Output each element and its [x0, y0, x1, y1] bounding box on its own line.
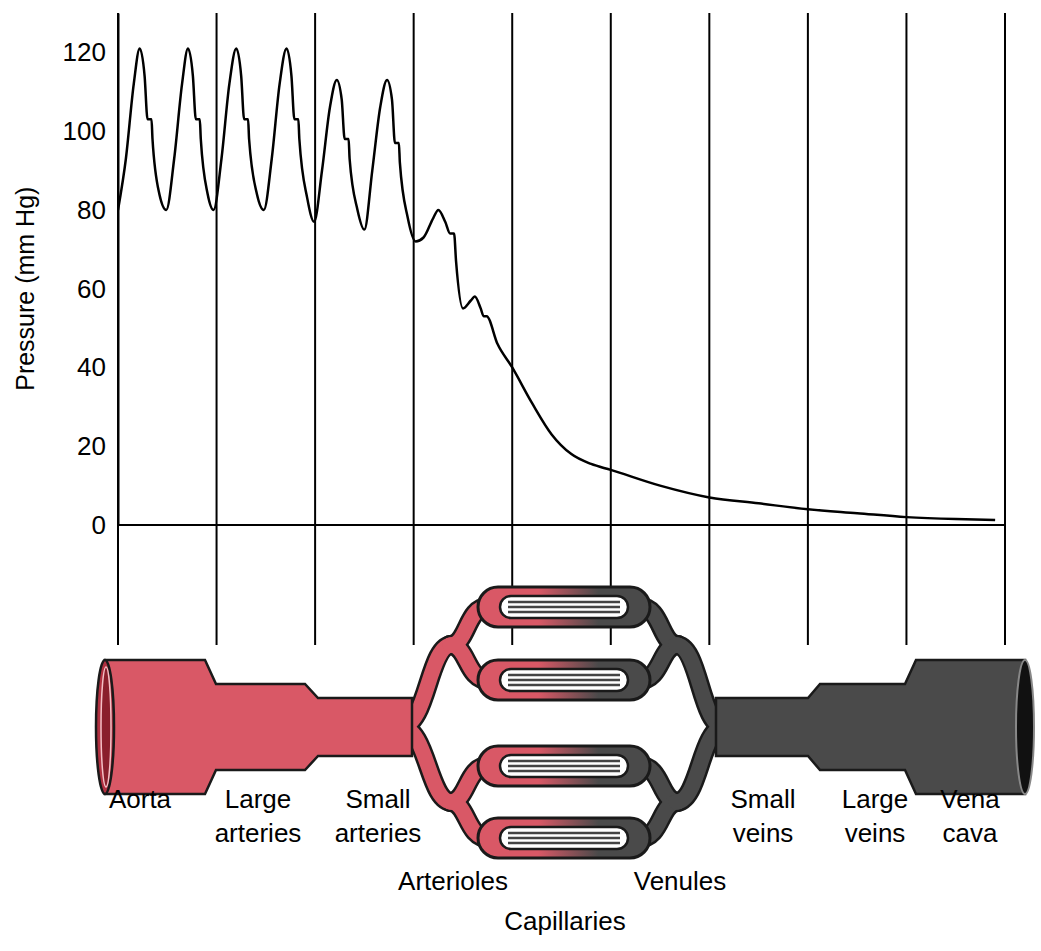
capillary-stripe: [508, 832, 620, 835]
x-axis-line: [118, 524, 1005, 526]
segment-label-line: Aorta: [109, 784, 172, 814]
capillary: [478, 818, 650, 858]
grid: [118, 13, 1005, 645]
pressure-line: [118, 48, 995, 519]
aorta-opening-inner: [101, 667, 111, 787]
segment-label: Aorta: [109, 784, 172, 814]
capillary-stripe: [508, 837, 620, 840]
y-tick-label: 120: [63, 37, 106, 67]
segment-label-line: Large: [842, 784, 909, 814]
y-tick-label: 100: [63, 116, 106, 146]
capillary-lumen: [500, 755, 628, 777]
capillary-body: [478, 818, 650, 858]
capillary: [478, 587, 650, 627]
grid-line: [413, 13, 415, 645]
grid-line: [905, 13, 907, 645]
y-tick-label: 60: [77, 274, 106, 304]
segment-labels: Aorta Large arteries Small arteries Arteriole…: [109, 784, 1000, 936]
capillary: [478, 746, 650, 786]
segment-label-line: Small: [730, 784, 795, 814]
capillary-stripe: [508, 674, 620, 677]
grid-line: [708, 13, 710, 645]
segment-label-line: Venules: [634, 866, 727, 896]
segment-label-line: veins: [845, 818, 906, 848]
segment-label: Small arteries: [335, 784, 422, 848]
aorta-opening: [96, 660, 114, 794]
capillary-stripe: [508, 611, 620, 614]
y-tick: 20: [77, 431, 118, 461]
y-tick-label: 20: [77, 431, 106, 461]
capillary-body: [478, 587, 650, 627]
capillary-stripe: [508, 770, 620, 773]
grid-line: [117, 13, 119, 645]
segment-label-line: Large: [225, 784, 292, 814]
capillary-body: [478, 660, 650, 700]
segment-label-line: arteries: [335, 818, 422, 848]
y-axis: 0 20 40 60 80 100 120: [63, 14, 119, 540]
segment-label: Large veins: [842, 784, 909, 848]
capillary-body: [478, 746, 650, 786]
capillary-stripe: [508, 842, 620, 845]
y-tick-label: 40: [77, 352, 106, 382]
segment-label-line: arteries: [215, 818, 302, 848]
venous-trunk: [716, 660, 1025, 794]
vessel-diagram: [96, 587, 1034, 858]
y-tick: 0: [92, 510, 118, 540]
y-tick: 80: [77, 195, 118, 225]
y-tick: 60: [77, 274, 118, 304]
vena-cava-opening: [1016, 660, 1034, 794]
segment-label: Venules: [634, 866, 727, 896]
capillary-lumen: [500, 596, 628, 618]
segment-label-line: Vena: [940, 784, 1000, 814]
capillary-stripe: [508, 679, 620, 682]
y-tick: 100: [63, 116, 118, 146]
y-tick: 120: [63, 37, 118, 67]
arterial-trunk: [105, 660, 412, 794]
segment-label-line: veins: [733, 818, 794, 848]
y-tick: 40: [77, 352, 118, 382]
y-axis-title: Pressure (mm Hg): [11, 187, 39, 391]
grid-line: [511, 13, 513, 645]
capillary-lumen: [500, 827, 628, 849]
segment-label-line: Arterioles: [398, 866, 508, 896]
capillary: [478, 660, 650, 700]
segment-label-line: Small: [345, 784, 410, 814]
segment-label-line: Capillaries: [504, 906, 625, 936]
segment-label-line: cava: [943, 818, 998, 848]
chart: 0 20 40 60 80 100 120 Pressure (mm Hg) Aorta Larg…: [0, 0, 1041, 951]
capillary-stripe: [508, 606, 620, 609]
grid-line: [314, 13, 316, 645]
y-tick-label: 80: [77, 195, 106, 225]
segment-label: Arterioles: [398, 866, 508, 896]
capillary-lumen: [500, 669, 628, 691]
capillary-stripe: [508, 601, 620, 604]
segment-label: Small veins: [730, 784, 795, 848]
grid-line: [610, 13, 612, 645]
grid-line: [1004, 13, 1006, 645]
grid-line: [807, 13, 809, 645]
capillary-stripe: [508, 684, 620, 687]
segment-label: Large arteries: [215, 784, 302, 848]
grid-line: [216, 13, 218, 645]
segment-label: Capillaries: [504, 906, 625, 936]
y-axis-line: [118, 14, 120, 526]
capillary-stripe: [508, 765, 620, 768]
segment-label: Vena cava: [940, 784, 1000, 848]
capillary-stripe: [508, 760, 620, 763]
plot-area: [118, 48, 995, 519]
y-tick-label: 0: [92, 510, 106, 540]
